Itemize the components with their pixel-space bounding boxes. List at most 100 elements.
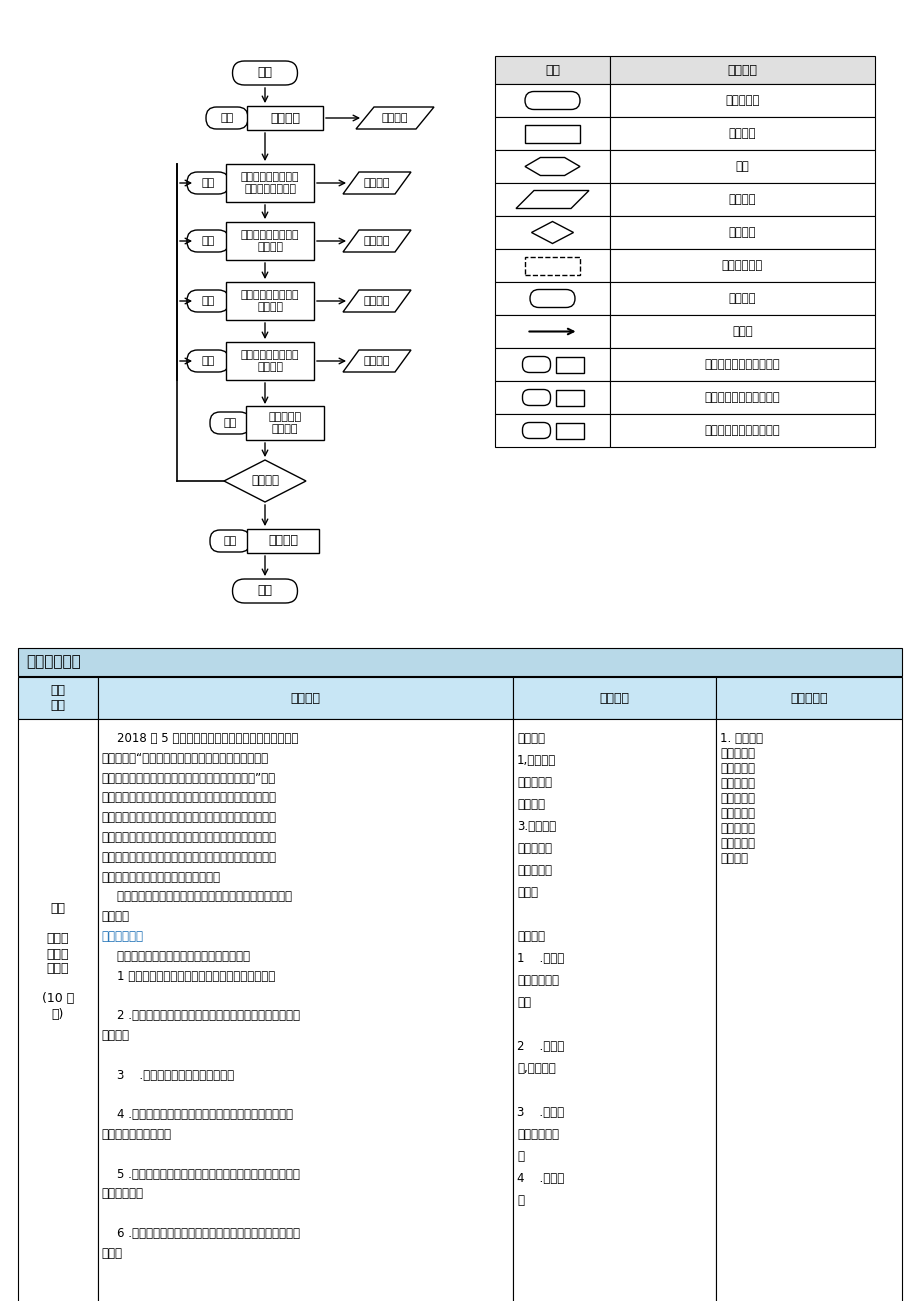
Polygon shape — [516, 190, 588, 208]
Text: 容。: 容。 — [516, 997, 530, 1010]
Bar — [609, 347, 874, 381]
Bar — [494, 414, 609, 448]
Text: 学生活动: 学生活动 — [728, 193, 755, 206]
Text: 本单元介绍区块链技术的基本概念、主要特征、典型应用: 本单元介绍区块链技术的基本概念、主要特征、典型应用 — [101, 890, 291, 903]
Bar — [609, 315, 874, 347]
Text: 教学媒体: 教学媒体 — [728, 291, 755, 304]
Text: 策略与意图: 策略与意图 — [789, 692, 827, 705]
Text: 录: 录 — [516, 1194, 524, 1207]
Text: 讲解和表现区块链的
定义、分类等概念: 讲解和表现区块链的 定义、分类等概念 — [241, 172, 299, 194]
Text: 决策判断: 决策判断 — [728, 226, 755, 239]
Bar — [716, 719, 901, 1301]
Text: 府治理和公共服务水平具有重要意义。: 府治理和公共服务水平具有重要意义。 — [101, 870, 221, 883]
Text: 任务。: 任务。 — [516, 886, 538, 899]
Text: 教师活动: 教师活动 — [516, 732, 544, 745]
Text: 讲解和表现区块链的
应用领域: 讲解和表现区块链的 应用领域 — [241, 350, 299, 372]
FancyBboxPatch shape — [187, 230, 229, 252]
Text: 结束: 结束 — [257, 584, 272, 597]
FancyBboxPatch shape — [529, 290, 574, 307]
Text: 小节的学习: 小节的学习 — [516, 864, 551, 877]
Text: 课件: 课件 — [201, 235, 214, 246]
FancyBboxPatch shape — [187, 172, 229, 194]
Text: 4 .理解去中心化、共识机制、可追溯性以及高度信任四: 4 .理解去中心化、共识机制、可追溯性以及高度信任四 — [101, 1108, 292, 1121]
Bar — [525, 256, 579, 275]
Bar — [97, 677, 513, 719]
Bar — [246, 530, 319, 553]
Text: 网、区块链为代表的新一代信息技术加速突破应用”。区: 网、区块链为代表的新一代信息技术加速突破应用”。区 — [101, 771, 276, 785]
Text: 1. 讲授教学
法，介绍区
块链技术概
述、本节知
识图谱及学
习任务，使
学生了解本
节教学内容
的全貌。: 1. 讲授教学 法，介绍区 块链技术概 述、本节知 识图谱及学 习任务，使 学生… — [720, 732, 763, 865]
Bar — [513, 719, 716, 1301]
Text: 教学
环节: 教学 环节 — [51, 684, 65, 712]
Bar — [525, 125, 579, 143]
Text: 思考记录: 思考记录 — [363, 235, 390, 246]
Text: 取教师讲授内: 取教师讲授内 — [516, 974, 559, 987]
Bar — [609, 216, 874, 248]
Text: 1 在学习过程中认真复习，梳理记录好学习笔记；: 1 在学习过程中认真复习，梳理记录好学习笔记； — [101, 969, 275, 982]
Text: 3    .明确本: 3 .明确本 — [516, 1106, 563, 1119]
Text: 开始: 开始 — [257, 66, 272, 79]
Text: 2    .积极思: 2 .积极思 — [516, 1039, 563, 1053]
Text: 区块链技术: 区块链技术 — [516, 842, 551, 855]
Text: 链技术正在加速与实体经济融合，助力高质量发展，对我: 链技术正在加速与实体经济融合，助力高质量发展，对我 — [101, 831, 277, 844]
Text: 考,回答问题: 考,回答问题 — [516, 1062, 555, 1075]
Text: 教学媒体与教师活动组合: 教学媒体与教师活动组合 — [704, 358, 779, 371]
Text: 教学媒体与学生活动组合: 教学媒体与学生活动组合 — [704, 392, 779, 405]
Text: 环节

课程导
入与学
习任务

(10 分
钟): 环节 课程导 入与学 习任务 (10 分 钟) — [41, 903, 74, 1020]
Bar — [226, 342, 313, 380]
Text: 展态势。: 展态势。 — [516, 798, 544, 811]
Text: 八、教学环节: 八、教学环节 — [26, 654, 81, 670]
Bar — [494, 216, 609, 248]
Text: 流程线: 流程线 — [732, 325, 752, 338]
Text: 课程导入: 课程导入 — [269, 112, 300, 125]
Bar — [226, 282, 313, 320]
Text: 讲解和表现区块链的
发展历程: 讲解和表现区块链的 发展历程 — [241, 230, 299, 252]
Bar — [494, 85, 609, 117]
Bar — [609, 381, 874, 414]
Text: 课件: 课件 — [201, 178, 214, 189]
Text: 学生活动: 学生活动 — [516, 930, 544, 943]
Bar — [716, 677, 901, 719]
Text: 小节的学习任: 小节的学习任 — [516, 1128, 559, 1141]
Bar — [494, 56, 609, 85]
Bar — [556, 356, 584, 372]
Text: 的分类；: 的分类； — [101, 1029, 130, 1042]
Polygon shape — [356, 107, 434, 129]
Text: 学生判断: 学生判断 — [251, 475, 278, 488]
FancyBboxPatch shape — [522, 389, 550, 406]
Text: 教师活动: 教师活动 — [728, 127, 755, 141]
Text: 通过本节内容的学习，完成下列学习任务：: 通过本节内容的学习，完成下列学习任务： — [101, 950, 249, 963]
Bar — [513, 677, 716, 719]
FancyBboxPatch shape — [210, 530, 250, 552]
Text: 合的重要方向。在政策、技术、市场的多重推动下，区块: 合的重要方向。在政策、技术、市场的多重推动下，区块 — [101, 812, 277, 825]
Text: 型应用场景；: 型应用场景； — [101, 1188, 143, 1201]
Text: 思考理解: 思考理解 — [363, 178, 390, 189]
Bar — [494, 248, 609, 282]
Text: 教学内容: 教学内容 — [290, 692, 320, 705]
Text: 教学媒体与教学内容组合: 教学媒体与教学内容组合 — [704, 424, 779, 437]
Polygon shape — [343, 350, 411, 372]
Bar — [494, 347, 609, 381]
Text: 一般教学内容: 一般教学内容 — [721, 259, 762, 272]
Bar — [494, 117, 609, 150]
FancyBboxPatch shape — [233, 579, 297, 602]
Text: 意义说明: 意义说明 — [727, 64, 756, 77]
Text: 1    .认真听: 1 .认真听 — [516, 952, 563, 965]
Text: 讲解和表现区块链的
技术特性: 讲解和表现区块链的 技术特性 — [241, 290, 299, 312]
Bar — [609, 117, 874, 150]
Polygon shape — [343, 230, 411, 252]
Bar — [609, 414, 874, 448]
Text: 课件: 课件 — [223, 418, 236, 428]
FancyBboxPatch shape — [525, 91, 579, 109]
Bar — [494, 315, 609, 347]
Bar — [18, 719, 97, 1301]
Polygon shape — [525, 157, 579, 176]
Text: 4    .思考记: 4 .思考记 — [516, 1172, 563, 1185]
Text: 课件: 课件 — [221, 113, 233, 124]
Bar — [97, 719, 513, 1301]
Bar — [226, 222, 313, 260]
Bar — [609, 248, 874, 282]
Text: 链技术及发: 链技术及发 — [516, 775, 551, 788]
Text: 3    .了解区块链发展的主要历程；: 3 .了解区块链发展的主要历程； — [101, 1068, 233, 1081]
Bar — [18, 648, 901, 677]
Text: 思考理解: 思考理解 — [363, 297, 390, 306]
